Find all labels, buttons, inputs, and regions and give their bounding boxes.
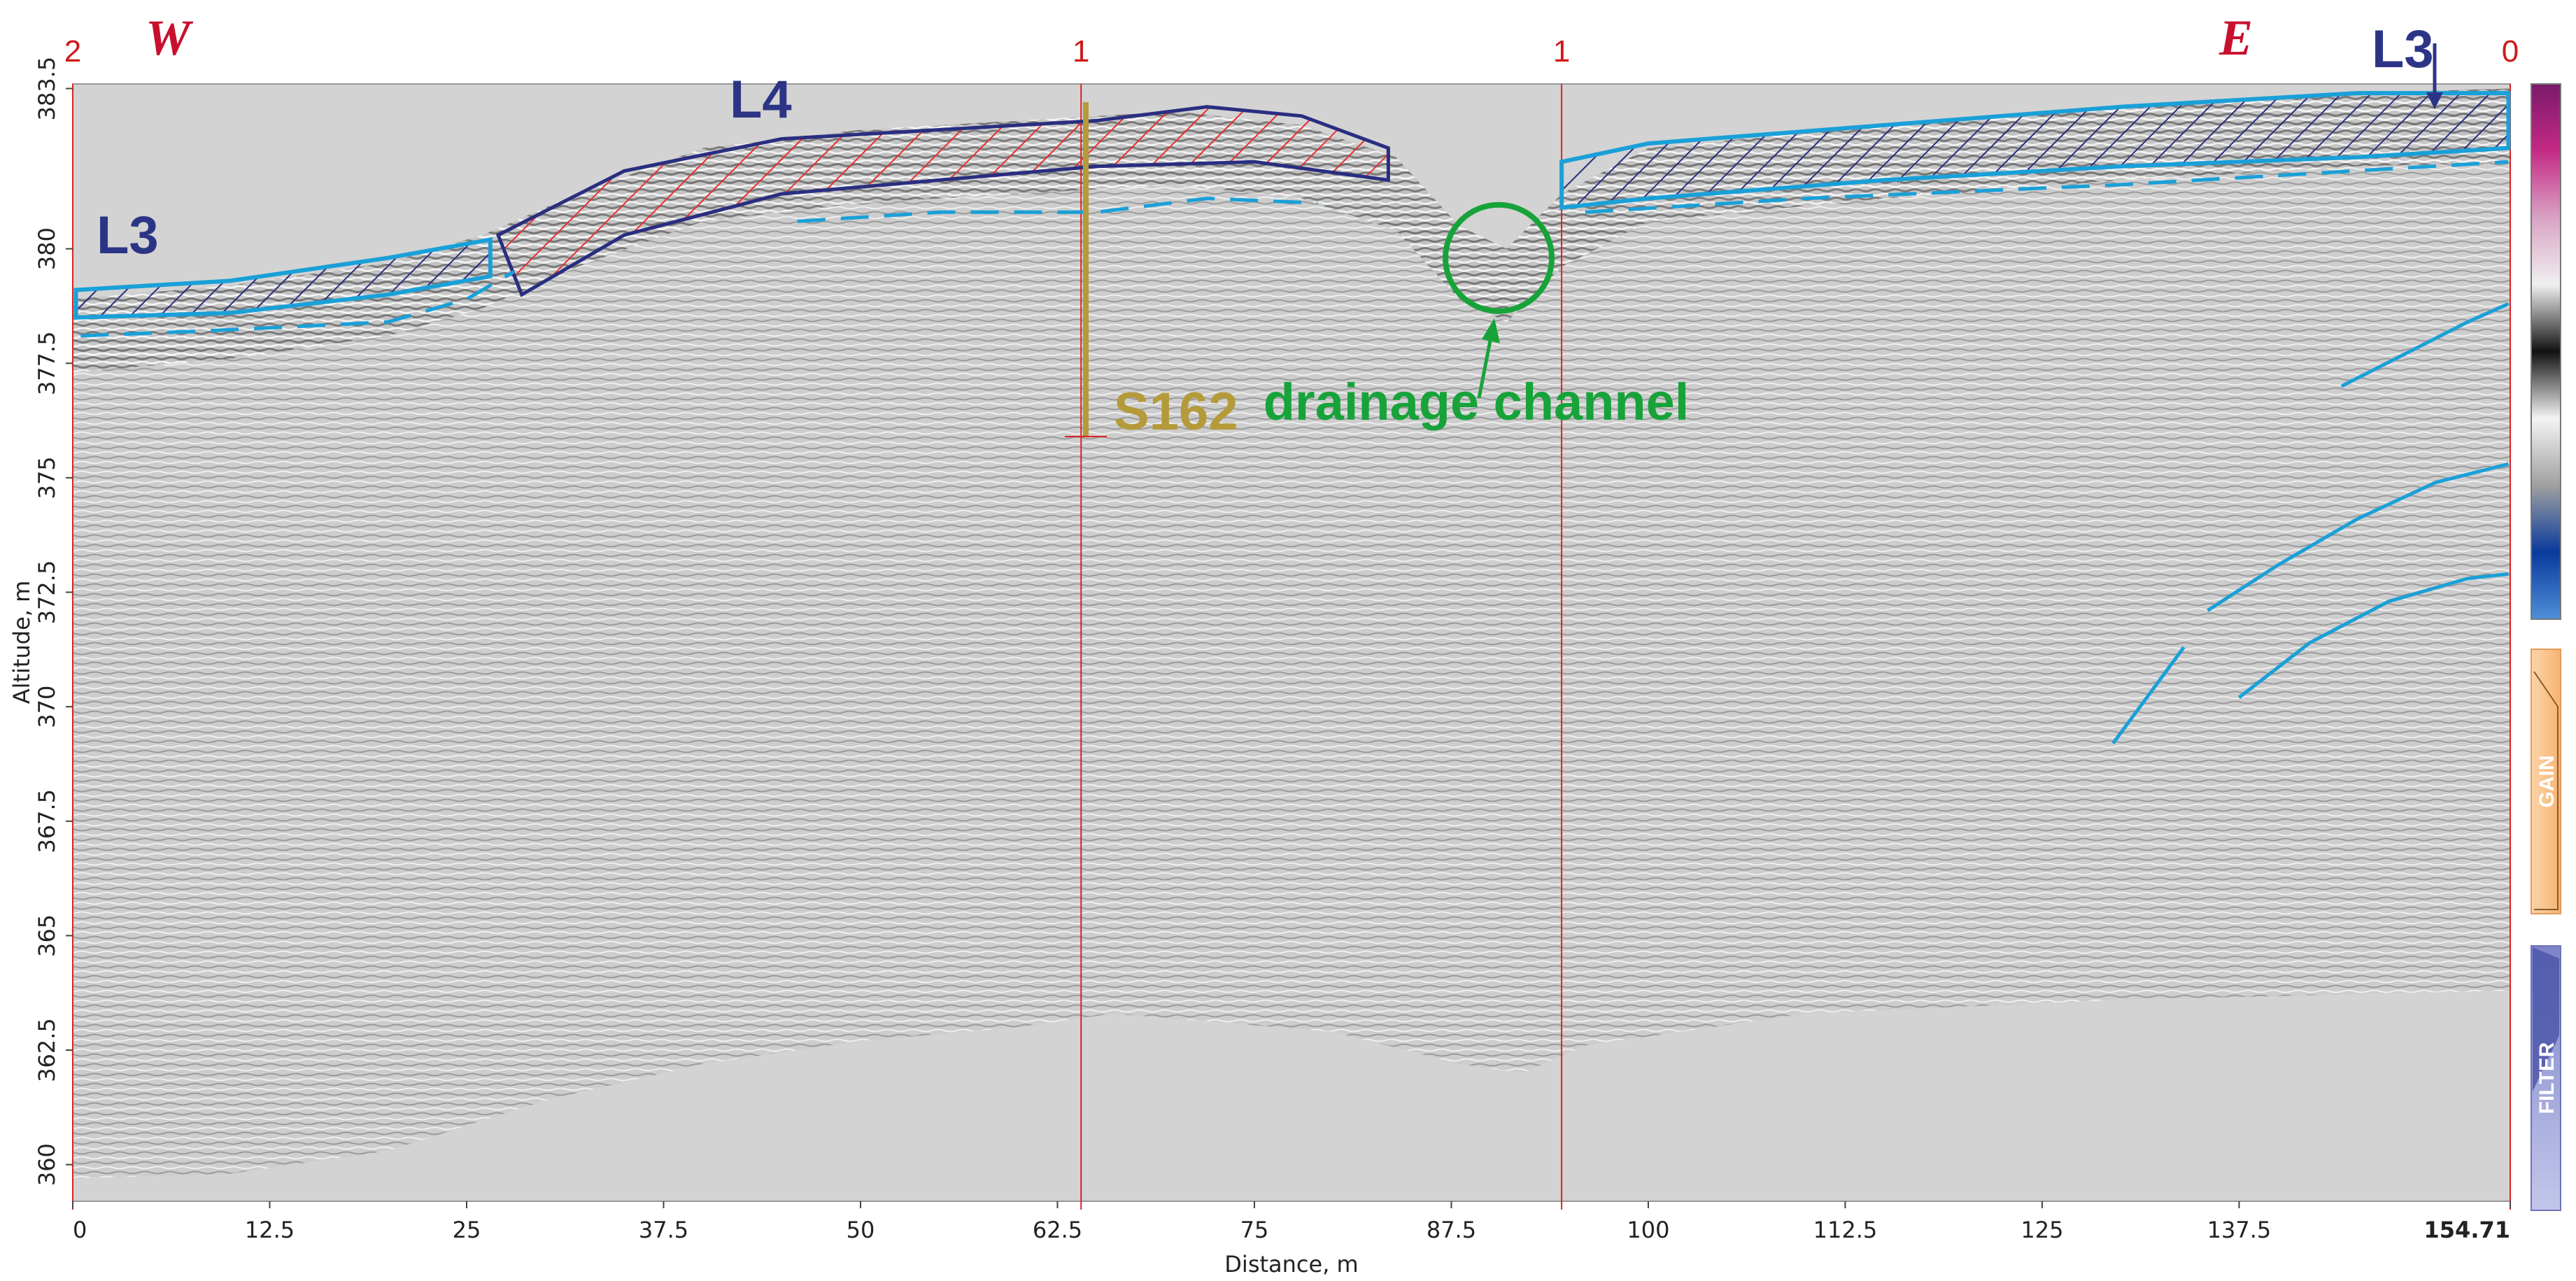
y-axis-label: Altitude, m <box>8 581 35 705</box>
marker-labels: 2 1 1 0 <box>64 34 2519 69</box>
label-l3-right: L3 <box>2372 20 2434 79</box>
y-tick-label: 362.5 <box>34 1018 60 1082</box>
amplitude-colorbar <box>2531 83 2561 620</box>
x-tick-label: 87.5 <box>1427 1217 1476 1243</box>
y-tick-label: 375 <box>34 456 60 499</box>
gain-label: GAIN <box>2535 756 2559 808</box>
y-axis-ticks: 360 362.5 365 367.5 370 372.5 375 377.5 380 383.5 <box>34 57 73 1186</box>
drainage-channel-arrow-head <box>1482 318 1501 344</box>
marker-label-2: 1 <box>1073 34 1089 69</box>
unit-l3-right <box>1559 91 2511 211</box>
hyperbola-reflector-3 <box>2207 462 2510 612</box>
marker-lines <box>72 84 2511 1210</box>
x-tick-label: 154.71 <box>2424 1217 2510 1243</box>
signal-region <box>73 88 2510 1179</box>
y-tick-label: 377.5 <box>34 331 60 395</box>
x-tick-label: 12.5 <box>245 1217 295 1243</box>
x-tick-label: 37.5 <box>639 1217 688 1243</box>
hyperbola-reflector-4 <box>2237 572 2509 699</box>
x-axis-ticks: 0 12.5 25 37.5 50 62.5 75 87.5 100 112.5 125 137.5 1… <box>72 1201 2511 1243</box>
hyperbola-reflector-1 <box>2340 302 2510 388</box>
x-tick-label: 137.5 <box>2207 1217 2272 1243</box>
hyperbola-reflector-2 <box>2111 646 2186 744</box>
y-tick-label: 372.5 <box>34 560 60 625</box>
unit-l4 <box>495 105 1390 297</box>
gain-panel[interactable]: GAIN <box>2531 649 2561 914</box>
y-tick-label: 383.5 <box>34 57 60 121</box>
filter-panel[interactable]: FILTER <box>2531 945 2561 1211</box>
direction-east: E <box>2218 10 2253 66</box>
x-tick-label: 25 <box>453 1217 481 1243</box>
y-tick-label: 360 <box>34 1143 60 1186</box>
x-tick-label: 112.5 <box>1813 1217 1878 1243</box>
drainage-channel-arrow <box>1477 333 1494 399</box>
label-borehole-s162: S162 <box>1114 382 1238 441</box>
x-tick-label: 62.5 <box>1033 1217 1082 1243</box>
dashed-reflector-left <box>80 270 515 338</box>
hyperbola-reflectors <box>2111 302 2510 744</box>
y-tick-label: 367.5 <box>34 789 60 854</box>
dashed-reflector-middle <box>797 197 1318 223</box>
l3-right-arrow-head <box>2426 92 2443 109</box>
x-tick-label: 125 <box>2021 1217 2063 1243</box>
marker-label-3: 1 <box>1553 34 1570 69</box>
dashed-reflector-right <box>1585 160 2509 214</box>
label-l3-left: L3 <box>97 206 159 265</box>
y-tick-label: 370 <box>34 686 60 728</box>
x-tick-label: 100 <box>1627 1217 1669 1243</box>
label-l4: L4 <box>730 70 792 129</box>
label-drainage-channel: drainage channel <box>1264 373 1690 431</box>
marker-label-4: 0 <box>2502 34 2519 69</box>
direction-west: W <box>146 10 194 66</box>
unit-l3-left <box>73 236 493 320</box>
x-tick-label: 0 <box>73 1217 87 1243</box>
drainage-channel-circle <box>1443 201 1555 314</box>
x-axis-label: Distance, m <box>1224 1251 1358 1278</box>
marker-label-1: 2 <box>64 34 81 69</box>
y-tick-label: 365 <box>34 914 60 957</box>
filter-label: FILTER <box>2535 1042 2559 1114</box>
y-tick-label: 380 <box>34 227 60 270</box>
x-tick-label: 75 <box>1240 1217 1269 1243</box>
x-tick-label: 50 <box>847 1217 875 1243</box>
